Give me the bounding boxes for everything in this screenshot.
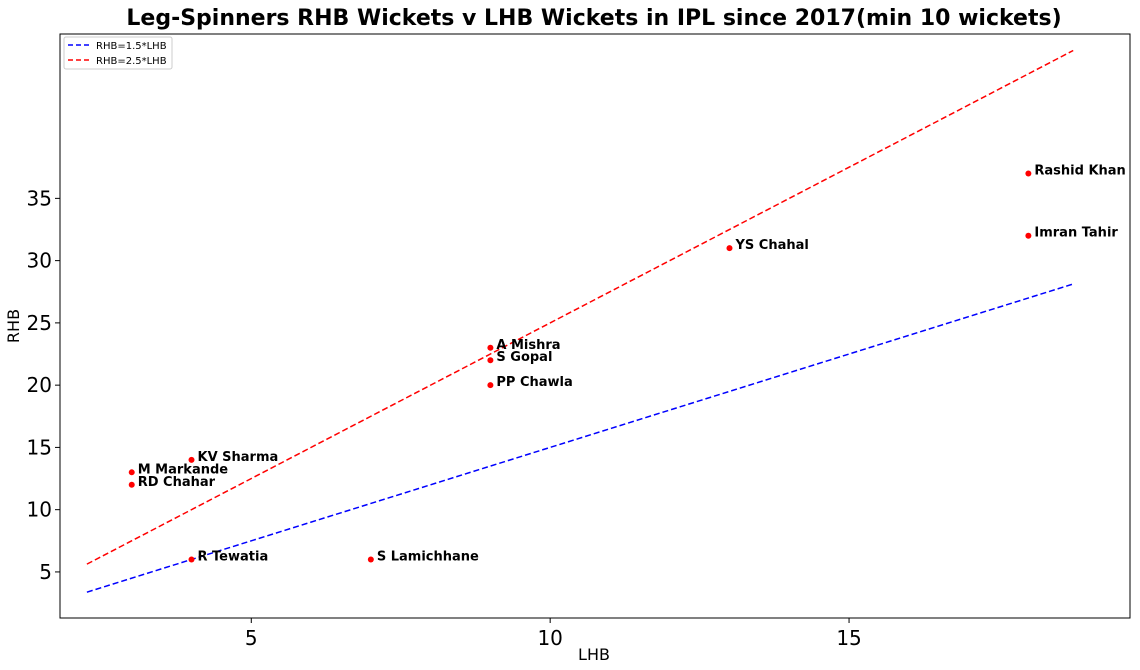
y-tick-label: 10 (27, 498, 52, 522)
data-point (188, 456, 195, 463)
data-point (1025, 170, 1032, 177)
data-point (487, 344, 494, 351)
data-point (487, 357, 494, 364)
data-point (726, 245, 733, 252)
point-label: M Markande (138, 462, 229, 477)
data-point (487, 382, 494, 389)
y-axis-label: RHB (4, 309, 23, 343)
data-point (1025, 232, 1032, 239)
point-label: RD Chahar (138, 475, 216, 490)
y-tick-label: 15 (27, 435, 52, 459)
reference-line-1 (86, 283, 1074, 593)
point-label: YS Chahal (734, 238, 808, 253)
x-axis-ticks: 5 10 15 (245, 618, 862, 650)
reference-line-2 (86, 49, 1074, 565)
y-tick-label: 25 (27, 311, 52, 335)
point-label: Imran Tahir (1034, 226, 1118, 241)
x-axis-label: LHB (578, 645, 610, 664)
data-point (128, 469, 135, 476)
point-label: S Gopal (496, 350, 552, 365)
x-tick-label: 10 (537, 626, 562, 650)
legend-entry: RHB=1.5*LHB (96, 41, 167, 52)
legend: RHB=1.5*LHB RHB=2.5*LHB (63, 36, 173, 70)
point-label: KV Sharma (198, 450, 279, 465)
data-point (188, 556, 195, 563)
y-axis-ticks: 5 10 15 20 25 30 35 (27, 186, 60, 584)
y-tick-label: 35 (27, 186, 52, 210)
y-tick-label: 30 (27, 249, 52, 273)
y-tick-label: 20 (27, 373, 52, 397)
x-tick-label: 5 (245, 626, 258, 650)
data-point (367, 556, 374, 563)
point-label: PP Chawla (496, 375, 572, 390)
point-label: R Tewatia (198, 549, 269, 564)
legend-entry: RHB=2.5*LHB (96, 56, 167, 67)
reference-lines (86, 49, 1074, 593)
point-label: A Mishra (496, 338, 560, 353)
x-tick-label: 15 (836, 626, 861, 650)
y-tick-label: 5 (39, 560, 52, 584)
plot-area (59, 33, 1131, 619)
legend-box (63, 36, 173, 70)
data-points (128, 170, 1032, 563)
point-label: S Lamichhane (377, 549, 479, 564)
data-point (128, 481, 135, 488)
point-label: Rashid Khan (1034, 163, 1125, 178)
chart-title: Leg-Spinners RHB Wickets v LHB Wickets i… (126, 6, 1061, 31)
